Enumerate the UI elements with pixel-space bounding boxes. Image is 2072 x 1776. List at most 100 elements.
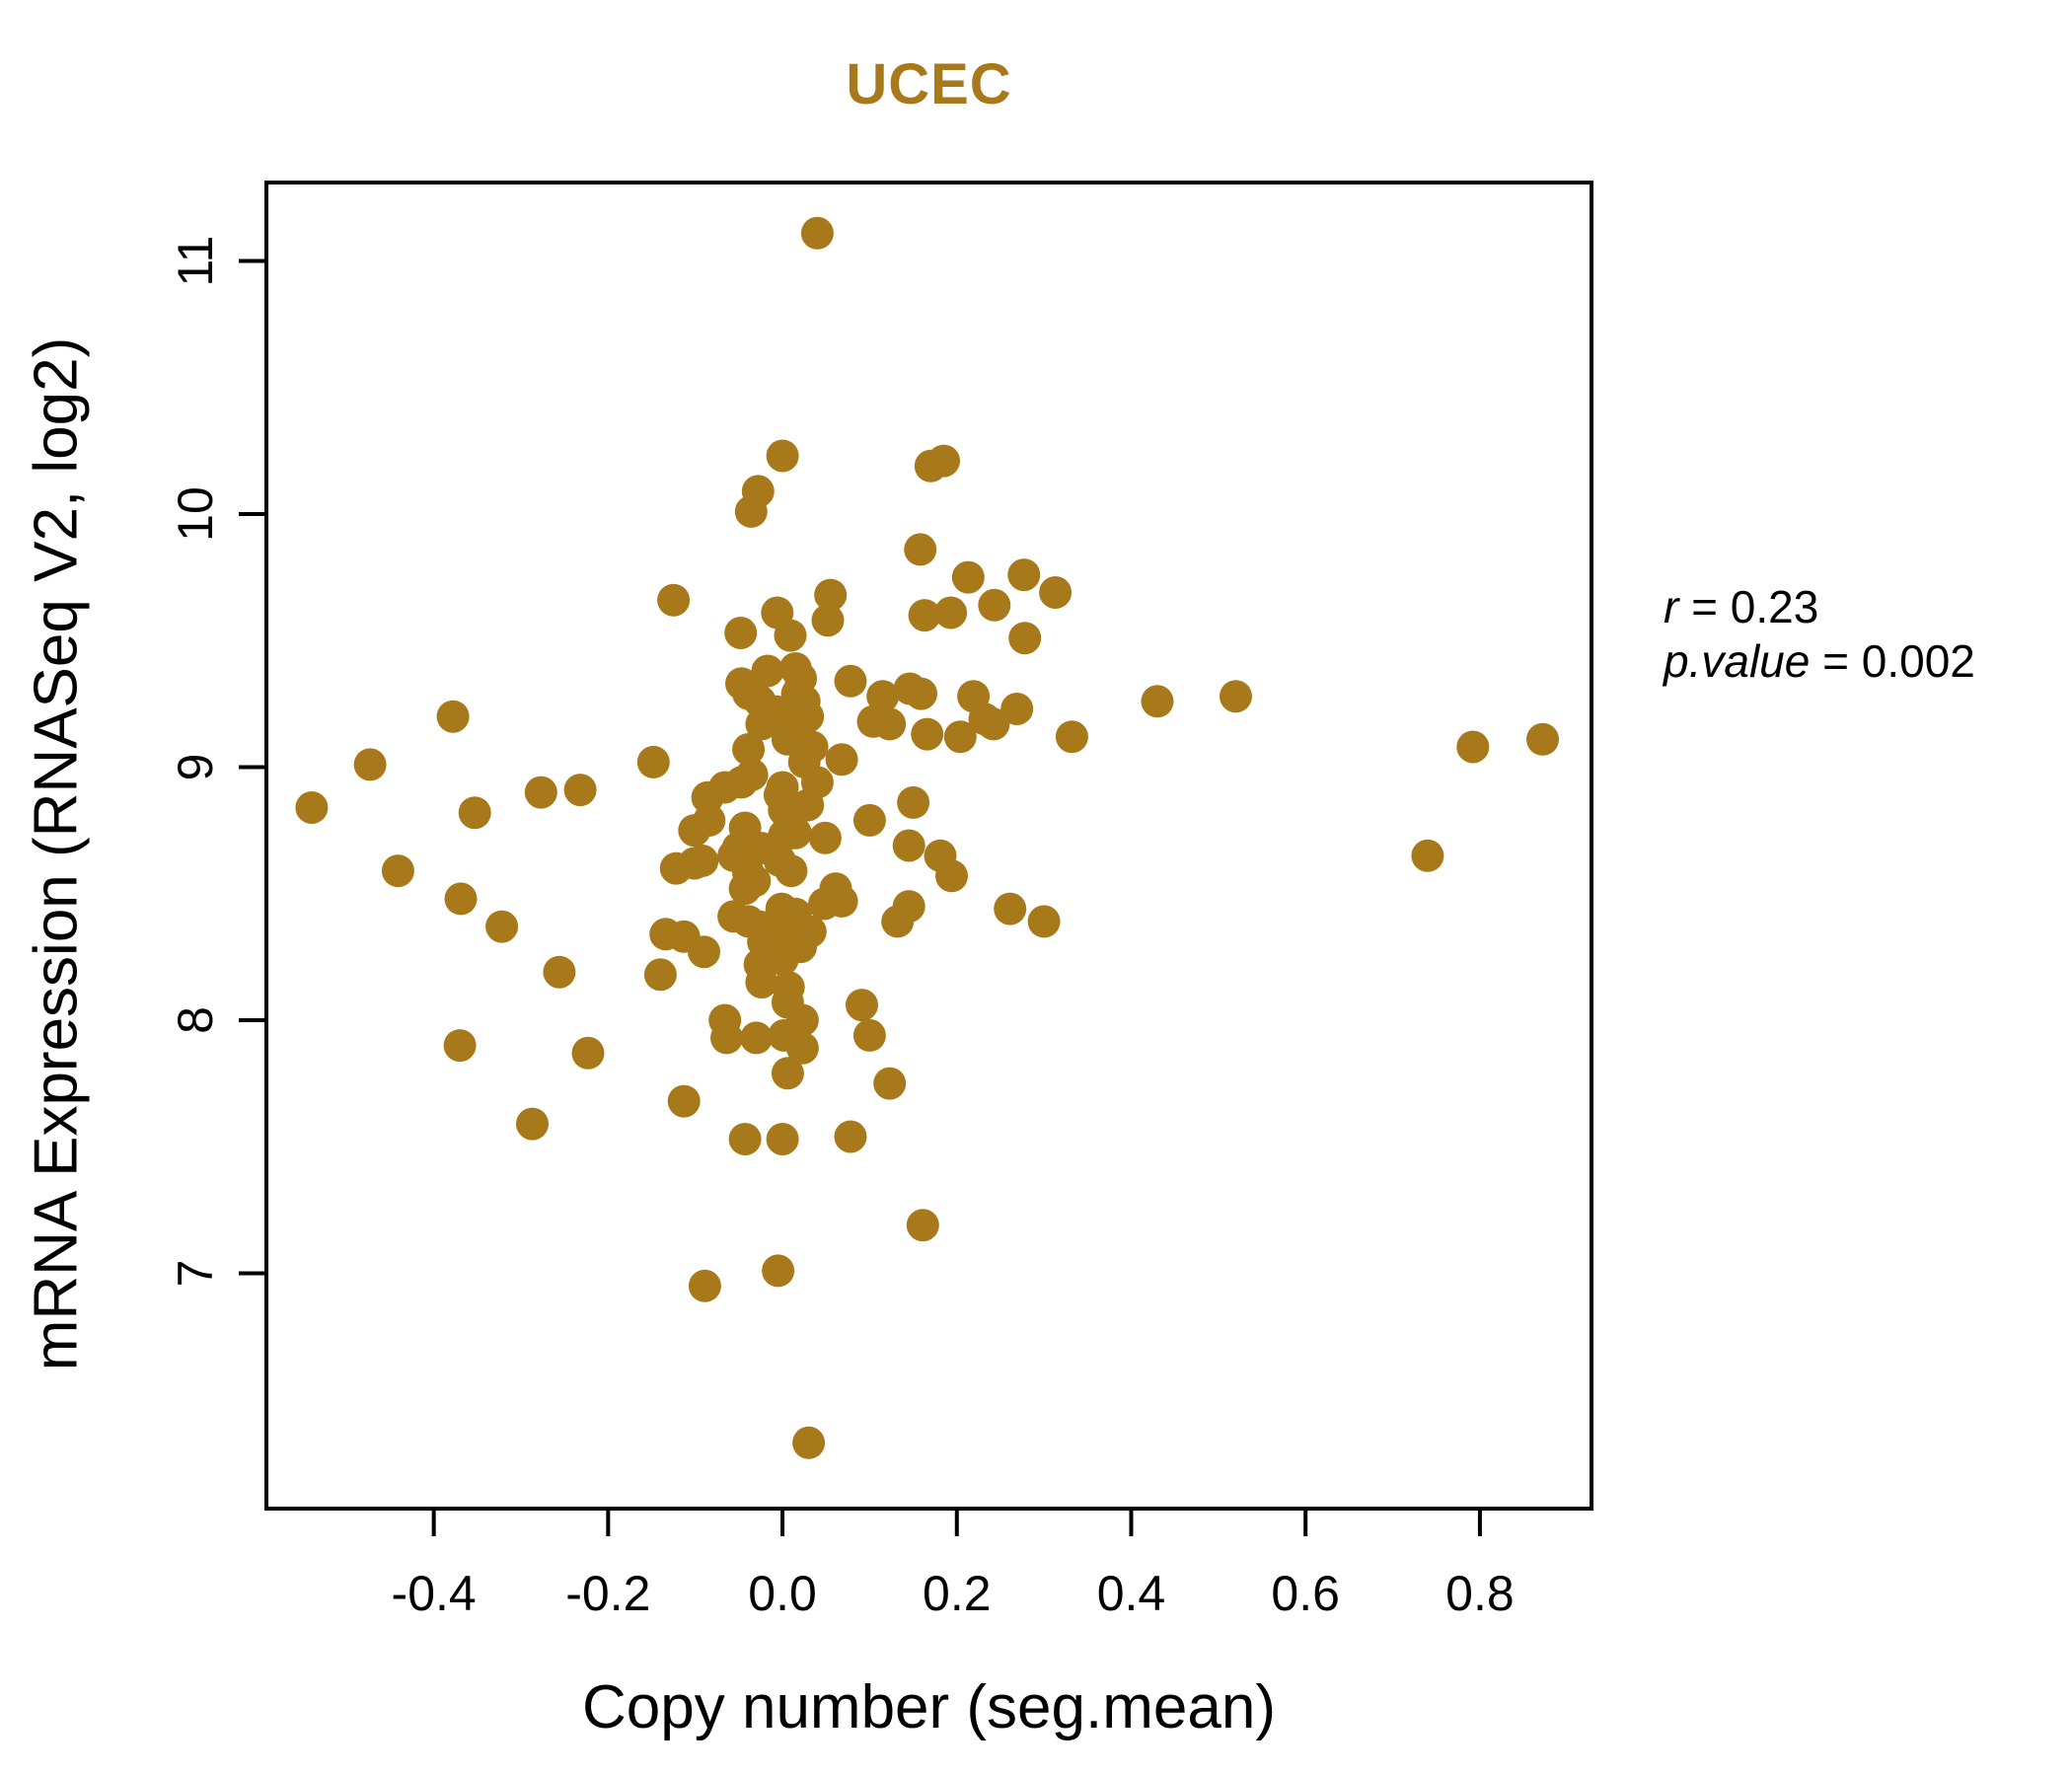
data-point <box>825 743 858 777</box>
data-point <box>792 1426 826 1459</box>
data-point <box>800 216 834 250</box>
data-point <box>904 533 937 566</box>
data-point <box>897 785 930 819</box>
data-point <box>873 1067 907 1100</box>
data-point <box>814 578 848 612</box>
data-point <box>381 854 414 888</box>
y-tick-label: 8 <box>168 1006 223 1034</box>
data-point <box>927 444 960 478</box>
x-axis-label: Copy number (seg.mean) <box>582 1673 1276 1741</box>
data-point <box>1027 905 1061 938</box>
data-point <box>934 596 968 629</box>
x-tick-label: 0.0 <box>748 1566 817 1621</box>
data-point <box>443 1029 477 1063</box>
data-point <box>775 854 808 888</box>
data-point <box>686 844 719 877</box>
data-point <box>436 700 470 733</box>
data-point <box>444 882 478 916</box>
data-point <box>808 887 841 921</box>
x-tick-label: 0.4 <box>1097 1566 1166 1621</box>
data-point <box>951 560 985 594</box>
data-point <box>1141 685 1174 718</box>
y-tick-label: 7 <box>168 1260 223 1288</box>
data-point <box>740 1021 774 1055</box>
data-point <box>846 989 878 1022</box>
data-point <box>811 604 845 637</box>
data-point <box>524 776 557 809</box>
data-point <box>295 791 329 824</box>
data-point <box>1456 730 1490 764</box>
data-point <box>784 662 818 696</box>
data-point <box>571 1036 605 1070</box>
r-value: = 0.23 <box>1678 581 1819 632</box>
data-point <box>852 1018 886 1052</box>
data-point <box>688 1269 721 1302</box>
y-tick-label: 10 <box>168 486 223 542</box>
x-tick-label: 0.2 <box>923 1566 992 1621</box>
data-point <box>784 930 818 964</box>
p-value: = 0.002 <box>1810 635 1975 687</box>
data-point <box>905 677 937 710</box>
data-point <box>636 745 670 778</box>
data-point <box>710 1021 743 1055</box>
data-point <box>906 1209 939 1242</box>
data-point <box>771 1057 804 1090</box>
data-point <box>728 872 762 906</box>
correlation-annotation: r = 0.23 p.value = 0.002 <box>1664 580 1975 689</box>
data-point <box>774 619 807 652</box>
chart-title: UCEC <box>846 52 1012 116</box>
r-variable: r <box>1664 581 1679 632</box>
data-point <box>791 700 825 733</box>
data-point <box>1000 693 1034 725</box>
data-point <box>667 1084 701 1118</box>
data-point <box>657 583 691 617</box>
data-point <box>866 680 900 713</box>
data-point <box>785 1003 819 1037</box>
data-point <box>1007 558 1041 592</box>
data-point <box>977 707 1010 741</box>
data-point <box>834 1120 867 1153</box>
x-tick-label: -0.2 <box>565 1566 650 1621</box>
data-point <box>908 599 941 632</box>
data-point <box>994 892 1027 925</box>
data-point <box>1220 680 1252 713</box>
data-point <box>1008 622 1042 655</box>
data-point <box>688 935 720 969</box>
data-point <box>458 796 491 830</box>
data-point <box>1039 576 1073 609</box>
data-point <box>693 803 726 837</box>
data-point <box>785 1031 819 1065</box>
data-point <box>834 664 867 698</box>
p-variable: p.value <box>1664 635 1811 687</box>
data-point <box>766 439 799 473</box>
data-point <box>852 803 886 837</box>
data-point <box>766 1123 799 1155</box>
data-point <box>978 588 1011 622</box>
data-point <box>563 774 597 807</box>
data-point <box>1411 839 1444 872</box>
plot-box <box>264 181 1593 1511</box>
data-point <box>725 766 758 799</box>
data-point <box>751 654 784 688</box>
x-tick-label: 0.6 <box>1271 1566 1340 1621</box>
data-point <box>745 966 778 999</box>
data-point <box>543 955 576 989</box>
data-point <box>1055 720 1088 754</box>
data-point <box>881 905 915 938</box>
x-tick-label: -0.4 <box>392 1566 477 1621</box>
data-point <box>724 617 758 649</box>
y-tick-label: 11 <box>168 236 223 287</box>
y-axis-label: mRNA Expression (RNASeq V2, log2) <box>22 336 91 1371</box>
data-point <box>873 707 907 741</box>
data-point <box>892 829 925 862</box>
data-point <box>1526 722 1559 756</box>
data-point <box>643 958 677 992</box>
data-point <box>732 733 766 766</box>
data-point <box>762 1254 795 1288</box>
data-point <box>778 816 812 850</box>
y-tick-label: 9 <box>168 754 223 781</box>
r-value-line: r = 0.23 <box>1664 580 1975 634</box>
data-point <box>808 821 842 854</box>
